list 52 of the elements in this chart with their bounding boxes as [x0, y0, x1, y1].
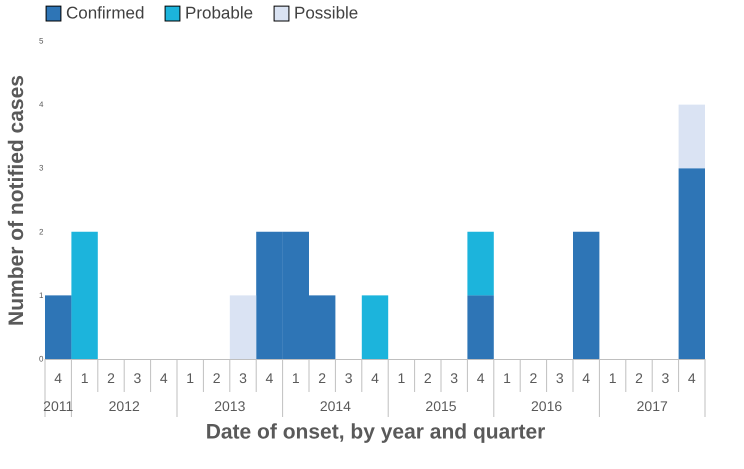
x-tick-label: 1	[608, 370, 617, 386]
text: 2016	[531, 398, 562, 414]
x-tick-label: 4	[476, 370, 485, 386]
x-tick-label: 1	[80, 370, 89, 386]
text: 2012	[108, 398, 140, 414]
bar	[573, 232, 600, 359]
y-tick-label: 2	[39, 227, 44, 236]
bar	[71, 232, 98, 359]
x-tick-label: 4	[582, 370, 590, 386]
x-tick-label: 3	[344, 370, 353, 386]
bar	[678, 168, 705, 359]
y-tick-label: 1	[39, 290, 44, 300]
legend-label: Possible	[294, 4, 358, 23]
bar	[678, 104, 705, 168]
y-axis-title: Number of notified cases	[5, 75, 28, 326]
x-tick-label: 4	[266, 370, 274, 386]
y-tick-label: 4	[39, 100, 44, 110]
text: 2015	[425, 398, 457, 414]
bar	[362, 295, 388, 359]
text: 2013	[214, 398, 246, 414]
x-axis-title: Date of onset, by year and quarter	[206, 420, 546, 444]
x-tick-label: 3	[239, 370, 248, 386]
bar	[230, 295, 256, 359]
x-tick-label: 4	[371, 370, 380, 386]
x-tick-label: 2	[107, 370, 116, 386]
x-tick-label: 3	[134, 370, 142, 386]
x-tick-label: 2	[212, 370, 221, 386]
x-tick-label: 4	[688, 370, 696, 386]
x-tick-label: 3	[662, 370, 670, 386]
x-tick-label: 3	[450, 370, 458, 386]
y-tick-label: 0	[39, 354, 44, 364]
y-tick-label: 3	[39, 164, 44, 173]
legend-label: Probable	[185, 4, 254, 23]
x-tick-label: 1	[292, 370, 300, 386]
x-tick-label: 4	[160, 370, 168, 386]
x-tick-label: 3	[556, 370, 564, 386]
bar	[467, 232, 494, 296]
y-tick-label: 5	[39, 36, 44, 46]
x-tick-label: 2	[318, 370, 326, 386]
bar	[45, 295, 72, 359]
x-tick-label: 2	[635, 370, 644, 386]
text: 2014	[320, 398, 352, 414]
x-tick-label: 2	[530, 370, 538, 386]
x-tick-label: 1	[398, 370, 406, 386]
x-tick-label: 2	[424, 370, 432, 386]
x-tick-label: 1	[186, 370, 194, 386]
bar	[467, 295, 494, 359]
x-tick-label: 4	[54, 370, 62, 386]
x-tick-label: 1	[503, 370, 512, 386]
text: 2017	[636, 398, 668, 414]
text: 2011	[43, 398, 74, 414]
legend-label: Confirmed	[66, 4, 144, 23]
